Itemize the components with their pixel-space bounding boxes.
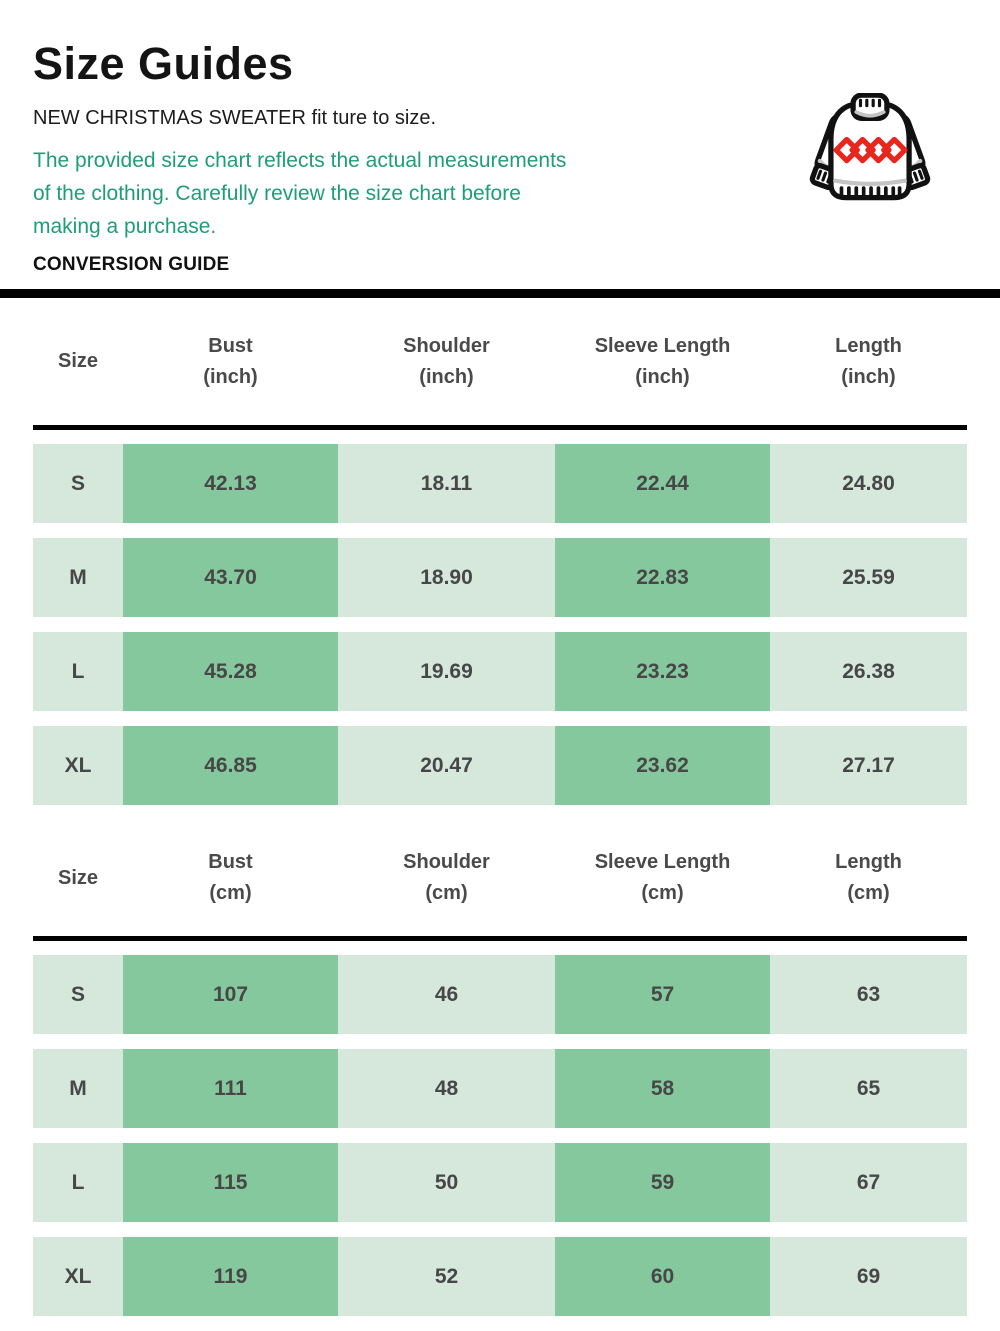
column-header-sleeve-length: Sleeve Length (inch) [594,334,731,388]
table-row: L 115 50 59 67 [33,1143,967,1222]
value-cell: 60 [555,1237,770,1316]
header-underline [33,425,967,430]
column-header-bust: Bust (cm) [208,851,253,904]
table-row: S 107 46 57 63 [33,955,967,1034]
table-row: XL 46.85 20.47 23.62 27.17 [33,726,967,805]
table-row: S 42.13 18.11 22.44 24.80 [33,444,967,523]
size-cell: L [33,632,123,711]
value-cell: 26.38 [770,632,967,711]
note-line: The provided size chart reflects the act… [33,149,567,172]
value-cell: 24.80 [770,444,967,523]
value-cell: 18.11 [338,444,555,523]
value-cell: 52 [338,1237,555,1316]
value-cell: 58 [555,1049,770,1128]
value-cell: 115 [123,1143,338,1222]
column-header-shoulder: Shoulder (inch) [403,334,490,388]
table-header-row: Size Bust (inch) Shoulder (inch) Sleeve … [33,298,967,425]
table-row: XL 119 52 60 69 [33,1237,967,1316]
value-cell: 23.62 [555,726,770,805]
column-header-size: Size [57,350,99,372]
size-cell: S [33,444,123,523]
value-cell: 18.90 [338,538,555,617]
table-body: S 107 46 57 63 M 111 48 58 65 L 115 50 5… [33,941,967,1316]
size-cell: L [33,1143,123,1222]
column-header-size: Size [57,866,99,889]
value-cell: 46.85 [123,726,338,805]
value-cell: 25.59 [770,538,967,617]
table-row: L 45.28 19.69 23.23 26.38 [33,632,967,711]
column-header-bust: Bust (inch) [203,334,258,388]
table-row: M 111 48 58 65 [33,1049,967,1128]
value-cell: 119 [123,1237,338,1316]
column-header-sleeve-length: Sleeve Length (cm) [594,851,731,904]
size-chart-note: The provided size chart reflects the act… [33,144,967,243]
note-line: of the clothing. Carefully review the si… [33,182,521,205]
value-cell: 20.47 [338,726,555,805]
column-header-length: Length (inch) [835,334,902,388]
size-cell: M [33,538,123,617]
value-cell: 59 [555,1143,770,1222]
value-cell: 111 [123,1049,338,1128]
page-title: Size Guides [33,38,294,89]
column-header-shoulder: Shoulder (cm) [403,851,490,904]
size-cell: S [33,955,123,1034]
value-cell: 48 [338,1049,555,1128]
value-cell: 43.70 [123,538,338,617]
header-section: Size Guides NEW CHRISTMAS SWEATER fit tu… [0,0,1000,276]
note-line: making a purchase. [33,215,217,238]
value-cell: 65 [770,1049,967,1128]
size-cell: XL [33,1237,123,1316]
size-cell: XL [33,726,123,805]
column-header-length: Length (cm) [835,851,902,904]
value-cell: 19.69 [338,632,555,711]
value-cell: 69 [770,1237,967,1316]
value-cell: 27.17 [770,726,967,805]
value-cell: 67 [770,1143,967,1222]
table-body: S 42.13 18.11 22.44 24.80 M 43.70 18.90 … [33,430,967,805]
section-divider [0,289,1000,298]
size-table-cm: Size Bust (cm) Shoulder (cm) Sleeve Leng… [33,820,967,1316]
value-cell: 42.13 [123,444,338,523]
header-underline [33,936,967,941]
value-cell: 57 [555,955,770,1034]
christmas-sweater-icon [809,93,931,201]
conversion-guide-label: CONVERSION GUIDE [33,254,230,275]
value-cell: 45.28 [123,632,338,711]
table-row: M 43.70 18.90 22.83 25.59 [33,538,967,617]
size-cell: M [33,1049,123,1128]
fit-subtitle: NEW CHRISTMAS SWEATER fit ture to size. [33,107,437,129]
value-cell: 23.23 [555,632,770,711]
table-header-row: Size Bust (cm) Shoulder (cm) Sleeve Leng… [33,820,967,936]
value-cell: 46 [338,955,555,1034]
value-cell: 63 [770,955,967,1034]
size-table-inch: Size Bust (inch) Shoulder (inch) Sleeve … [33,298,967,805]
value-cell: 22.44 [555,444,770,523]
value-cell: 22.83 [555,538,770,617]
value-cell: 50 [338,1143,555,1222]
value-cell: 107 [123,955,338,1034]
